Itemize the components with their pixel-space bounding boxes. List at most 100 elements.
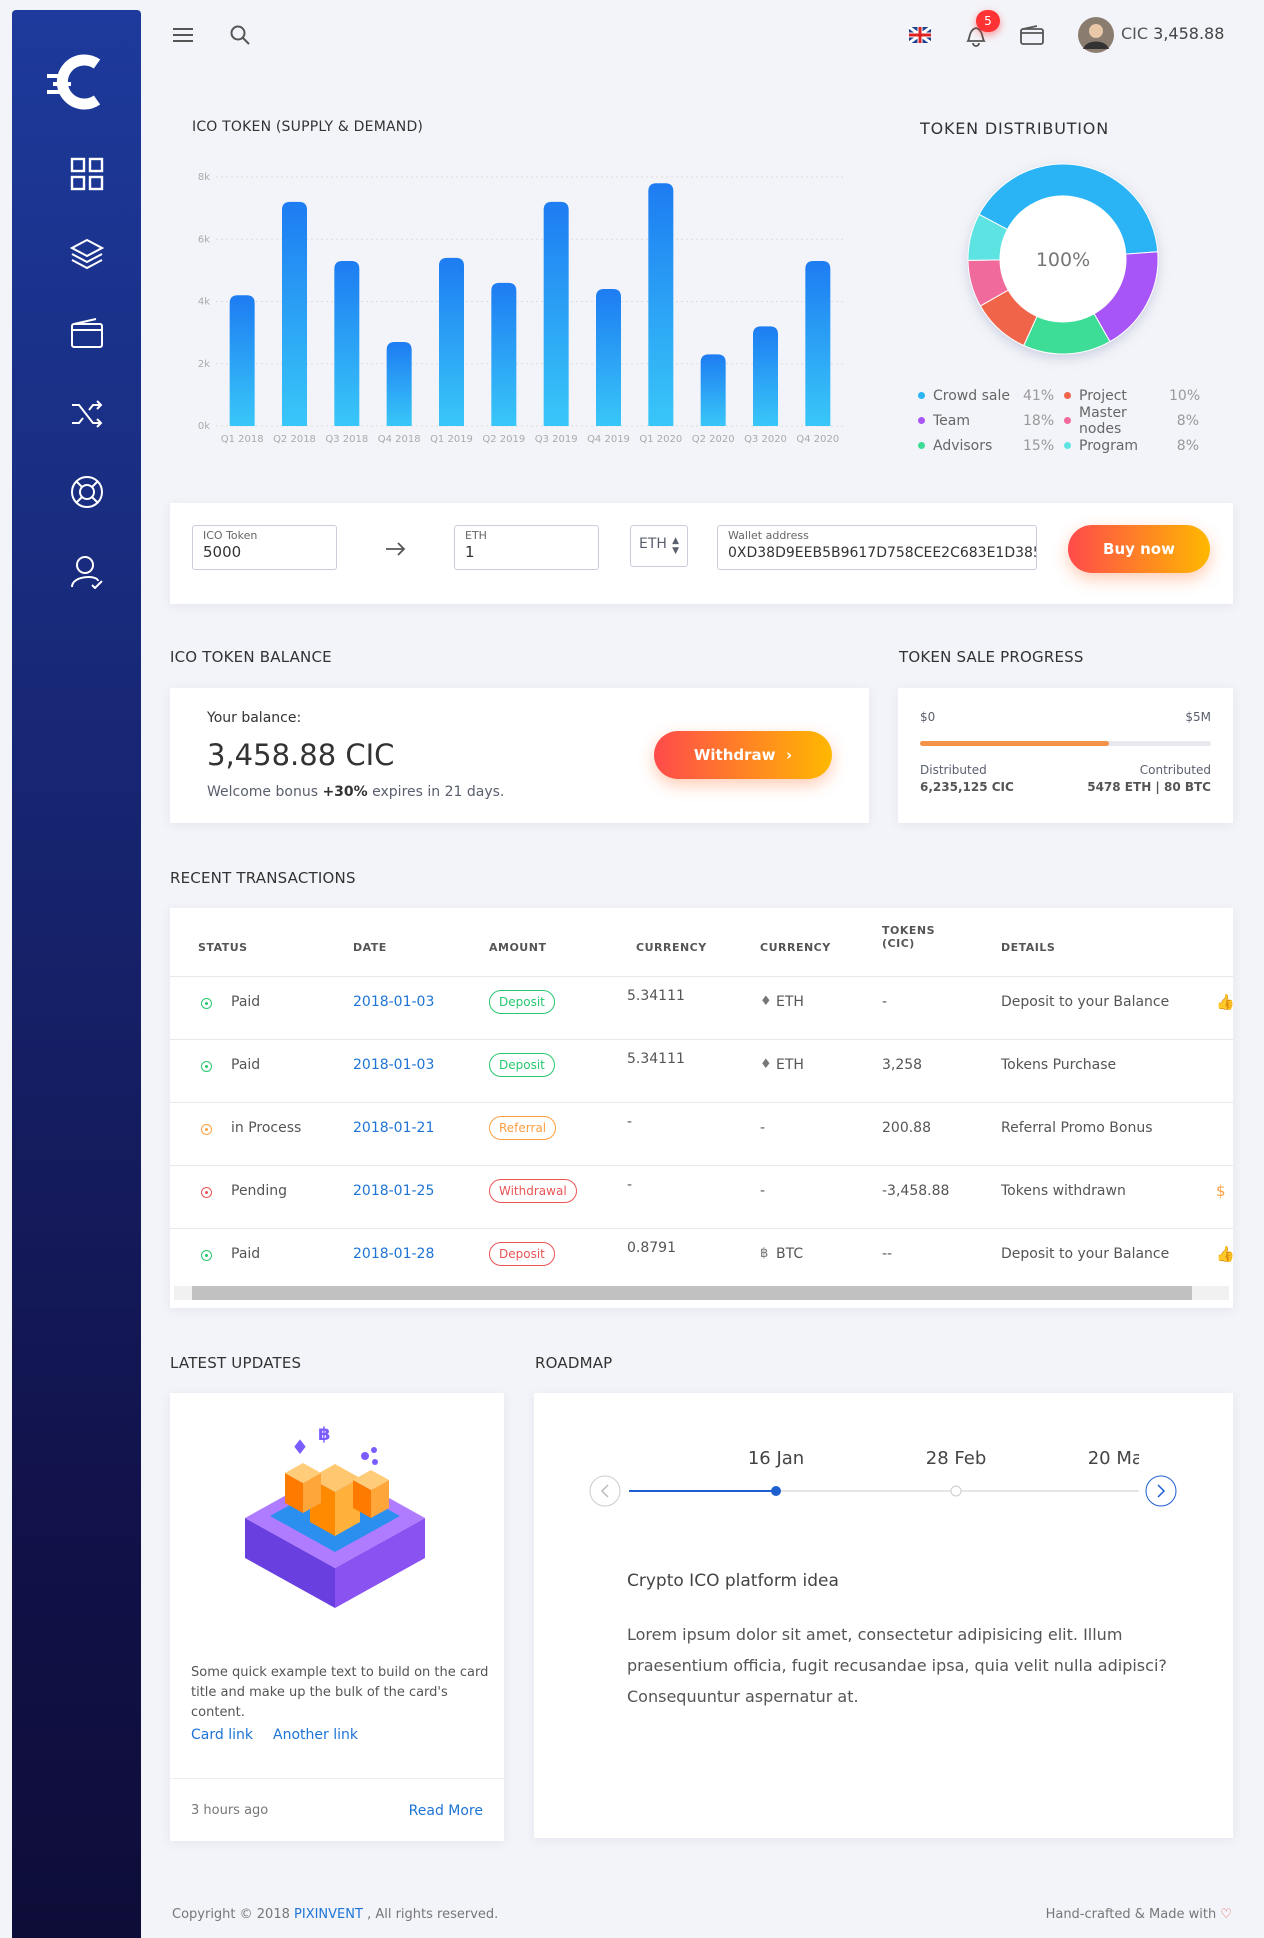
bonus-suffix: expires in 21 days. — [372, 784, 505, 800]
row-divider — [170, 976, 1233, 977]
input-value: 0XD38D9EEB5B9617D758CEE2C683E1D385 — [728, 545, 1037, 561]
column-header: TOKENS (CIC) — [882, 924, 936, 950]
update-time: 3 hours ago — [191, 1803, 269, 1818]
column-header: CURRENCY — [636, 941, 707, 954]
nav-support[interactable] — [70, 475, 104, 509]
header-balance: CIC 3,458.88 — [1121, 24, 1224, 43]
donut-hole — [1001, 197, 1125, 321]
bar — [648, 183, 674, 426]
wallet-input[interactable]: Wallet address 0XD38D9EEB5B9617D758CEE2C6… — [717, 525, 1037, 570]
currency: - — [760, 1120, 766, 1136]
column-header: STATUS — [198, 941, 248, 954]
legend-dot — [1064, 417, 1071, 424]
currency-select[interactable]: ETH ▲ ▼ — [630, 525, 688, 567]
card-link[interactable]: Card link — [191, 1727, 253, 1743]
status: Paid — [231, 994, 261, 1010]
balance-amount: 3,458.88 CIC — [207, 738, 395, 772]
legend-label: Crowd sale — [933, 387, 1010, 404]
menu-icon[interactable] — [171, 25, 195, 45]
avatar[interactable] — [1078, 17, 1114, 53]
roadmap-text: Lorem ipsum dolor sit amet, consectetur … — [627, 1625, 1167, 1706]
bar — [805, 261, 831, 426]
balance-label: Your balance: — [207, 710, 302, 726]
details: Tokens Purchase — [1001, 1057, 1117, 1073]
contributed-label: Contributed — [1139, 763, 1211, 777]
date: 2018-01-03 — [353, 1057, 435, 1073]
y-tick-label: 6k — [198, 234, 210, 245]
x-tick-label: Q1 2018 — [221, 434, 264, 445]
bar — [439, 257, 464, 426]
progress-fill — [920, 741, 1110, 746]
legend: Crowd sale 41% Team 18% Advisors 15% Project 10… — [918, 383, 1210, 458]
flag[interactable] — [909, 27, 931, 43]
legend-label: Project — [1079, 387, 1127, 404]
token-input[interactable]: ICO Token 5000 — [192, 525, 337, 570]
scrollbar[interactable] — [174, 1286, 1229, 1300]
company-link[interactable]: PIXINVENT — [294, 1907, 363, 1922]
type-badge: Withdrawal — [489, 1179, 577, 1203]
nav-layers[interactable] — [70, 237, 104, 271]
chart-title: ICO TOKEN (SUPPLY & DEMAND) — [192, 119, 424, 135]
status-icon — [201, 1061, 212, 1072]
progress-track — [920, 741, 1211, 746]
column-header: DETAILS — [1001, 941, 1056, 954]
currency: ETH — [776, 994, 804, 1010]
action-icon: $ — [1216, 1182, 1226, 1200]
copyright-text: Copyright © 2018 — [172, 1907, 290, 1922]
nav-shuffle[interactable] — [70, 397, 104, 431]
bell-icon[interactable] — [964, 22, 988, 48]
action-icon: 👍 — [1216, 1245, 1233, 1263]
type-badge: Referral — [489, 1116, 557, 1140]
x-tick-label: Q2 2018 — [273, 434, 316, 445]
notification-badge: 5 — [976, 10, 1000, 32]
y-tick-label: 0k — [198, 421, 210, 432]
status-icon — [201, 1187, 212, 1198]
button-label: Withdraw — [693, 746, 776, 764]
wallet-icon[interactable] — [1019, 24, 1045, 46]
card-link[interactable]: Another link — [273, 1727, 358, 1743]
nav-user[interactable] — [70, 555, 104, 589]
balance: 3,458.88 — [1153, 24, 1225, 43]
tokens: - — [882, 994, 888, 1010]
update-text: Some quick example text to build on the … — [191, 1665, 489, 1720]
withdraw-button[interactable]: Withdraw › — [654, 731, 832, 779]
type-badge: Deposit — [489, 1053, 555, 1077]
bar — [386, 341, 412, 426]
amount: 5.34111 — [627, 988, 685, 1004]
legend-item: Crowd sale 41% — [918, 383, 1064, 408]
bar — [334, 261, 360, 426]
search-icon[interactable] — [229, 24, 251, 46]
read-more[interactable]: Read More — [408, 1803, 483, 1819]
timeline-date: 20 Mar — [1087, 1448, 1139, 1469]
input-label: ICO Token — [203, 529, 258, 542]
bonus-value: +30% — [322, 784, 368, 800]
progress-card: $0 $5M Distributed 6,235,125 CIC Contrib… — [898, 688, 1233, 823]
legend-value: 10% — [1169, 387, 1201, 404]
legend-dot — [918, 442, 925, 449]
legend-dot — [1064, 392, 1071, 399]
bonus-prefix: Welcome bonus — [207, 784, 318, 800]
y-tick-label: 4k — [198, 297, 210, 308]
details: Referral Promo Bonus — [1001, 1120, 1153, 1136]
x-tick-label: Q3 2020 — [744, 434, 787, 445]
currency-icon: ♦ — [760, 994, 772, 1009]
legend-label: Master nodes — [1079, 404, 1127, 437]
action-icon: 👍 — [1216, 993, 1233, 1011]
donut-slice — [978, 163, 1159, 255]
buy-form: ICO Token 5000 ETH 1 ETH ▲ ▼ Wallet address 0… — [170, 503, 1233, 604]
buy-button[interactable]: Buy now — [1068, 525, 1210, 573]
nav-dashboard[interactable] — [70, 157, 104, 191]
copyright: Copyright © 2018 PIXINVENT , All rights … — [172, 1907, 498, 1922]
currency-icon: ♦ — [760, 1057, 772, 1072]
amount: - — [627, 1114, 633, 1130]
bar — [596, 289, 621, 426]
logo[interactable] — [45, 52, 115, 112]
row-divider — [170, 1039, 1233, 1040]
nav-wallet[interactable] — [70, 317, 104, 351]
column-header: CURRENCY — [760, 941, 831, 954]
section-title: RECENT TRANSACTIONS — [170, 869, 356, 887]
rights-text: , All rights reserved. — [367, 1907, 499, 1922]
eth-input[interactable]: ETH 1 — [454, 525, 599, 570]
bar — [229, 295, 255, 426]
